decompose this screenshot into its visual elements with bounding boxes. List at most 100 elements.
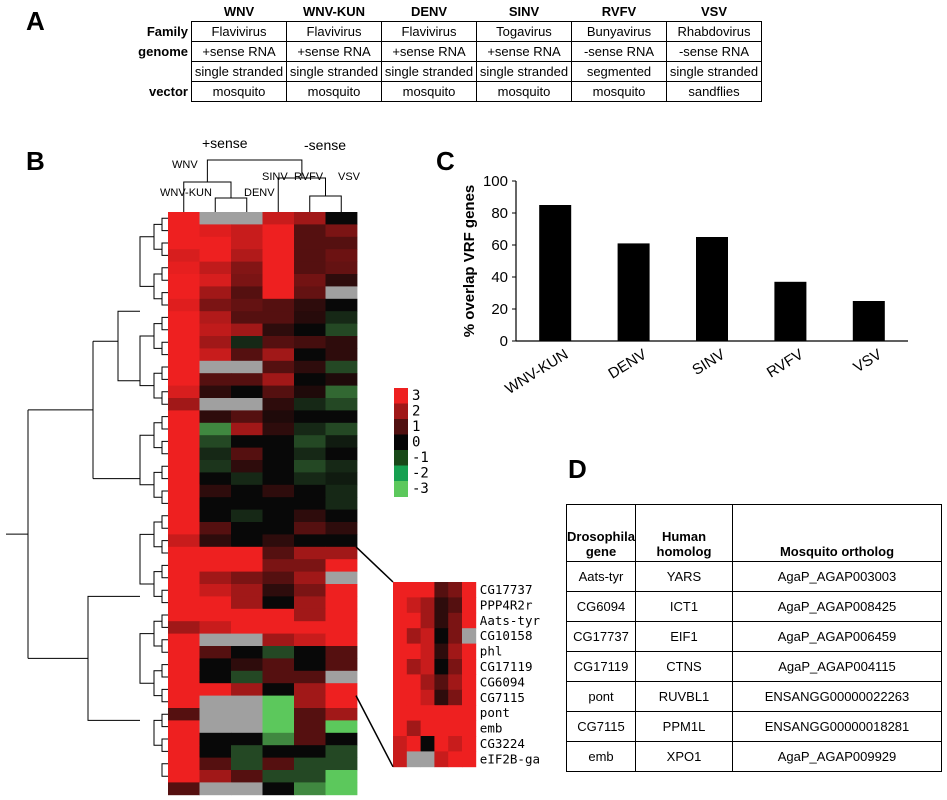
heatmap-cell bbox=[294, 236, 326, 250]
heatmap-cell bbox=[231, 658, 263, 672]
heatmap-cell bbox=[262, 522, 295, 535]
human-homolog-header: Human homolog bbox=[635, 504, 733, 562]
virus-property-cell: Flavivirus bbox=[381, 21, 477, 42]
ortholog-row: pont RUVBL1 ENSANGG00000022263 bbox=[566, 681, 942, 712]
heatmap-column-label: SINV bbox=[262, 171, 288, 183]
heatmap-cell bbox=[199, 373, 232, 386]
zoom-heatmap-cell bbox=[393, 582, 408, 598]
heatmap-cell bbox=[199, 534, 232, 548]
zoom-heatmap-cell bbox=[434, 597, 449, 614]
virus-property-cell: sandflies bbox=[666, 81, 762, 102]
ortholog-cell: pont bbox=[566, 681, 636, 712]
heatmap-cell bbox=[294, 534, 326, 548]
panel-a-label: A bbox=[26, 6, 45, 36]
heatmap-cell bbox=[231, 546, 263, 560]
heatmap-cell bbox=[231, 236, 263, 250]
heatmap-cell bbox=[325, 695, 358, 709]
virus-property-cell: mosquito bbox=[381, 81, 477, 102]
heatmap-cell bbox=[231, 571, 263, 585]
heatmap-cell bbox=[199, 546, 232, 560]
virus-property-cell: -sense RNA bbox=[666, 41, 762, 62]
heatmap-cell bbox=[294, 286, 326, 300]
heatmap-cell bbox=[325, 410, 358, 424]
zoom-heatmap-cell bbox=[420, 582, 435, 598]
heatmap-cell bbox=[199, 509, 232, 523]
panel-c-label: C bbox=[436, 146, 455, 176]
heatmap-cell bbox=[294, 422, 326, 436]
heatmap-cell bbox=[262, 745, 295, 758]
zoom-heatmap-cell bbox=[448, 751, 463, 768]
heatmap-cell bbox=[325, 373, 358, 386]
zoom-heatmap-cell bbox=[448, 643, 463, 660]
heatmap-cell bbox=[325, 658, 358, 672]
heatmap-cell bbox=[199, 249, 232, 262]
heatmap-cell bbox=[262, 484, 295, 498]
ortholog-cell: YARS bbox=[635, 561, 733, 592]
heatmap-cell bbox=[231, 373, 263, 386]
zoom-heatmap-cell bbox=[420, 705, 435, 721]
zoom-heatmap-cell bbox=[420, 643, 435, 660]
zoom-heatmap-cell bbox=[393, 612, 408, 629]
zoom-heatmap-cell bbox=[393, 659, 408, 675]
x-category-label: RVFV bbox=[764, 346, 807, 381]
zoom-heatmap-cell bbox=[420, 659, 435, 675]
heatmap-cell bbox=[325, 646, 358, 659]
y-tick-label: 60 bbox=[491, 237, 508, 254]
virus-header-row: WNV WNV-KUN DENV SINV RVFV VSV bbox=[118, 2, 762, 22]
bar bbox=[696, 237, 728, 341]
heatmap-cell bbox=[262, 608, 295, 622]
heatmap-cell bbox=[325, 633, 358, 647]
heatmap-cell bbox=[231, 683, 263, 696]
heatmap-cell bbox=[199, 472, 232, 486]
heatmap-cell bbox=[231, 422, 263, 436]
virus-property-cell: single stranded bbox=[666, 61, 762, 82]
zoom-heatmap-cell bbox=[406, 674, 421, 691]
zoom-heatmap-cell bbox=[393, 597, 408, 614]
ortholog-row: Aats-tyr YARS AgaP_AGAP003003 bbox=[566, 561, 942, 592]
row-label: Family bbox=[146, 24, 188, 39]
zoom-heatmap-cell bbox=[434, 751, 449, 768]
heatmap-cell bbox=[294, 311, 326, 324]
zoom-heatmap-cell bbox=[406, 736, 421, 752]
virus-property-cell: +sense RNA bbox=[476, 41, 572, 62]
ortholog-cell: ENSANGG00000018281 bbox=[732, 711, 942, 742]
row-label: vector bbox=[148, 84, 188, 99]
heatmap-cell bbox=[294, 212, 326, 225]
zoom-heatmap-cell bbox=[448, 736, 463, 752]
virus-property-cell: mosquito bbox=[571, 81, 667, 102]
heatmap-cell bbox=[262, 410, 295, 424]
heatmap-cell bbox=[325, 708, 358, 721]
virus-header: DENV bbox=[410, 4, 448, 19]
zoom-gene-label: CG10158 bbox=[480, 628, 533, 643]
heatmap-cell bbox=[262, 447, 295, 461]
heatmap-cell bbox=[325, 534, 358, 548]
zoom-heatmap-cell bbox=[420, 736, 435, 752]
zoom-heatmap-cell bbox=[406, 643, 421, 660]
heatmap-cell bbox=[294, 658, 326, 672]
zoom-heatmap-cell bbox=[393, 643, 408, 660]
heatmap-cell bbox=[231, 460, 263, 473]
zoom-heatmap-cell bbox=[448, 628, 463, 644]
heatmap-cell bbox=[231, 249, 263, 262]
zoom-heatmap-cell bbox=[462, 689, 477, 706]
zoom-gene-label: CG3224 bbox=[480, 736, 525, 751]
heatmap-cell bbox=[325, 274, 358, 287]
zoom-gene-label: pont bbox=[480, 705, 510, 720]
heatmap-cell bbox=[294, 497, 326, 510]
zoom-heatmap-cell bbox=[393, 705, 408, 721]
legend-swatch bbox=[394, 434, 408, 451]
virus-property-cell: +sense RNA bbox=[191, 41, 287, 62]
drosophila-gene-header: Drosophila gene bbox=[566, 504, 636, 562]
zoom-heatmap-cell bbox=[434, 674, 449, 691]
zoom-heatmap-cell bbox=[393, 674, 408, 691]
heatmap-cell bbox=[294, 522, 326, 535]
heatmap-cell bbox=[168, 782, 200, 796]
heatmap-cell bbox=[262, 720, 295, 734]
heatmap-cell bbox=[168, 385, 200, 399]
heatmap-cell bbox=[294, 559, 326, 572]
zoom-heatmap-cell bbox=[406, 689, 421, 706]
heatmap-cell bbox=[231, 286, 263, 300]
heatmap-cell bbox=[262, 311, 295, 324]
heatmap-cell bbox=[262, 757, 295, 771]
zoom-heatmap-cell bbox=[393, 736, 408, 752]
